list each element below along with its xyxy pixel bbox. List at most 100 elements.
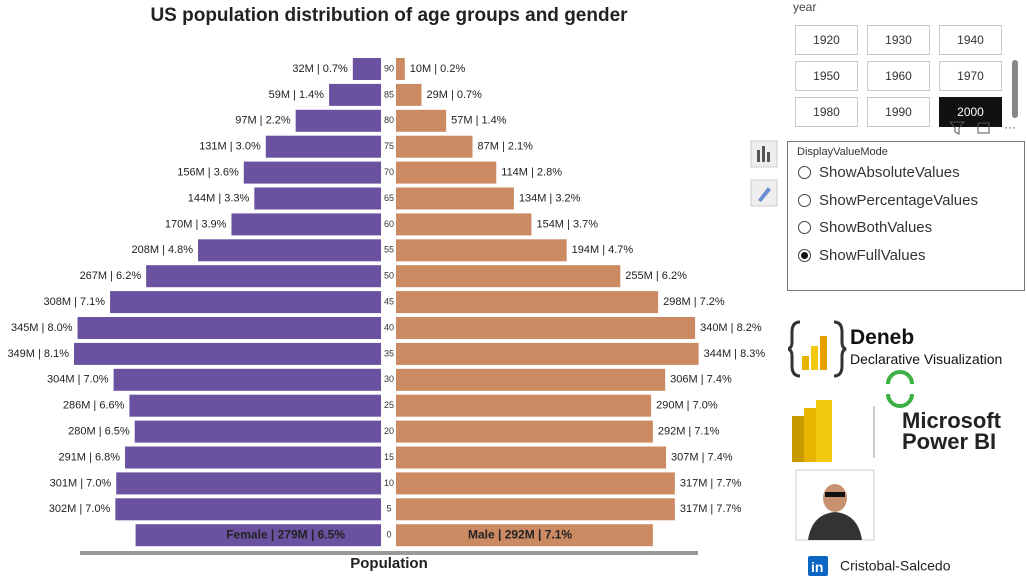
year-slicer: 1920 1930 1940 1950 1960 1970 1980 1990 2000 <box>795 25 1010 127</box>
radio-label: ShowFullValues <box>819 247 926 265</box>
value-label: 291M | 6.8% <box>58 451 120 463</box>
power-bi-label: Power BI <box>902 429 996 454</box>
female-bar <box>115 498 381 521</box>
year-button[interactable]: 1920 <box>795 25 858 55</box>
value-label: 317M | 7.7% <box>680 477 742 489</box>
year-button[interactable]: 1940 <box>939 25 1002 55</box>
age-label: 50 <box>384 271 394 281</box>
age-label: 65 <box>384 193 394 203</box>
value-label: Male | 292M | 7.1% <box>468 527 572 541</box>
radio-button[interactable] <box>798 249 811 263</box>
radio-option[interactable]: ShowAbsoluteValues <box>798 164 960 181</box>
male-bar <box>396 291 659 314</box>
female-bar <box>265 135 381 158</box>
female-bar <box>295 109 381 132</box>
radio-option[interactable]: ShowBothValues <box>798 219 932 236</box>
male-bar <box>396 109 447 132</box>
male-bar <box>396 472 675 495</box>
female-bar <box>146 265 381 288</box>
value-label: 298M | 7.2% <box>663 296 725 308</box>
male-bar <box>396 265 621 288</box>
age-label: 15 <box>384 452 394 462</box>
year-button[interactable]: 1970 <box>939 61 1002 91</box>
year-button[interactable]: 1980 <box>795 97 858 127</box>
age-label: 35 <box>384 348 394 358</box>
value-label: 304M | 7.0% <box>47 374 109 386</box>
female-bar <box>74 342 381 365</box>
age-label: 30 <box>384 374 394 384</box>
age-label: 80 <box>384 115 394 125</box>
age-label: 85 <box>384 89 394 99</box>
radio-button[interactable] <box>798 166 811 179</box>
radio-button[interactable] <box>798 193 811 207</box>
value-label: 301M | 7.0% <box>50 477 112 489</box>
value-label: 194M | 4.7% <box>572 244 634 256</box>
value-label: 306M | 7.4% <box>670 374 732 386</box>
male-bar <box>396 317 696 339</box>
male-bar <box>396 83 422 106</box>
year-button[interactable]: 1990 <box>867 97 930 127</box>
more-icon[interactable]: ··· <box>1004 120 1016 134</box>
male-bar <box>396 161 497 184</box>
focus-icon[interactable] <box>977 122 990 134</box>
age-label: 45 <box>384 296 394 306</box>
value-label: 280M | 6.5% <box>68 426 130 438</box>
age-label: 5 <box>386 504 391 514</box>
scrollbar <box>1012 60 1018 118</box>
male-bar <box>396 342 699 365</box>
chart: US population distribution of age groups… <box>7 5 766 572</box>
value-label: 87M | 2.1% <box>478 141 534 153</box>
value-label: 32M | 0.7% <box>292 63 348 75</box>
linkedin-icon[interactable] <box>808 556 828 576</box>
value-label: 144M | 3.3% <box>188 192 250 204</box>
branding: Deneb Declarative Visualization Microsof… <box>788 320 1002 576</box>
value-label: 344M | 8.3% <box>704 348 766 360</box>
radio-button[interactable] <box>798 221 811 235</box>
male-bar <box>396 58 405 80</box>
value-label: 349M | 8.1% <box>7 348 69 360</box>
female-bar <box>110 291 381 314</box>
female-bar <box>113 368 381 391</box>
value-label: 156M | 3.6% <box>177 167 239 179</box>
age-label: 20 <box>384 426 394 436</box>
year-button[interactable]: 1950 <box>795 61 858 91</box>
male-bar <box>396 498 675 521</box>
female-bar <box>125 446 382 469</box>
radio-option[interactable]: ShowFullValues <box>798 247 925 264</box>
female-bar <box>77 317 382 339</box>
author-name[interactable]: Cristobal-Salcedo <box>840 558 951 574</box>
value-label: 302M | 7.0% <box>49 503 111 515</box>
female-bar <box>243 161 381 184</box>
filter-icon[interactable] <box>948 121 966 135</box>
year-button[interactable]: 1960 <box>867 61 930 91</box>
value-label: 29M | 0.7% <box>427 89 483 101</box>
age-label: 75 <box>384 141 394 151</box>
male-bar <box>396 213 532 236</box>
pane-icons <box>750 140 778 207</box>
value-label: 307M | 7.4% <box>671 451 733 463</box>
slicer-label: year <box>793 0 817 14</box>
visual-header: ··· <box>948 120 1016 135</box>
male-bar <box>396 187 514 210</box>
radio-label: ShowPercentageValues <box>819 191 978 209</box>
value-label: 267M | 6.2% <box>80 270 142 282</box>
value-label: 286M | 6.6% <box>63 400 125 412</box>
female-bar <box>134 420 381 443</box>
male-bar <box>396 368 666 391</box>
age-label: 60 <box>384 219 394 229</box>
value-label: 317M | 7.7% <box>680 503 742 515</box>
female-bar <box>129 394 381 417</box>
male-bar <box>396 135 473 158</box>
female-bar <box>254 187 381 210</box>
radio-option[interactable]: ShowPercentageValues <box>798 192 978 209</box>
x-axis-label: Population <box>350 555 428 572</box>
deneb-tagline: Declarative Visualization <box>850 351 1002 367</box>
radio-label: ShowAbsoluteValues <box>819 164 960 181</box>
value-label: 290M | 7.0% <box>656 400 718 412</box>
chart-title: US population distribution of age groups… <box>150 5 628 26</box>
male-bar <box>396 420 653 443</box>
age-label: 55 <box>384 245 394 255</box>
male-bar <box>396 239 567 262</box>
year-button[interactable]: 1930 <box>867 25 930 55</box>
